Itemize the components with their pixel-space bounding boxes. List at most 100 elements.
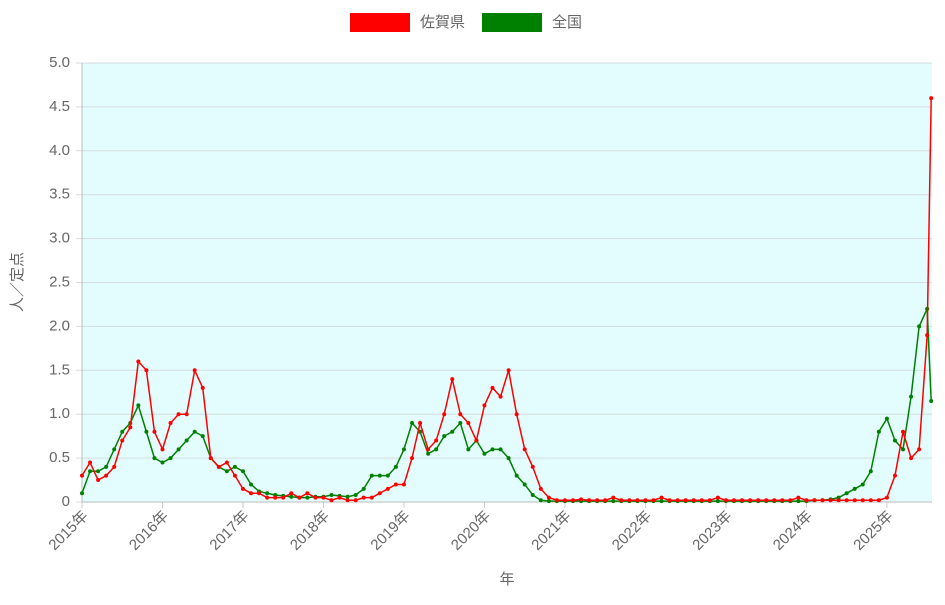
data-point (329, 498, 334, 503)
data-point (152, 429, 157, 434)
data-point (458, 412, 463, 417)
data-point (844, 498, 849, 503)
data-point (353, 492, 358, 497)
data-point (305, 491, 310, 496)
data-point (929, 399, 934, 404)
data-point (764, 498, 769, 503)
data-point (506, 368, 511, 373)
data-point (699, 498, 704, 503)
data-point (273, 495, 278, 500)
data-point (876, 429, 881, 434)
data-point (498, 447, 503, 452)
data-point (410, 456, 415, 461)
data-point (442, 434, 447, 439)
data-point (184, 438, 189, 443)
data-point (884, 416, 889, 421)
data-point (538, 498, 543, 503)
data-point (80, 491, 84, 496)
data-point (450, 377, 455, 382)
legend-swatch (482, 13, 543, 32)
data-point (514, 473, 519, 478)
data-point (104, 464, 109, 469)
data-point (546, 495, 551, 500)
data-point (442, 412, 447, 417)
data-point (208, 456, 213, 461)
data-point (562, 498, 567, 503)
y-tick-label: 0 (62, 493, 70, 510)
data-point (860, 482, 865, 487)
data-point (160, 447, 165, 452)
y-tick-label: 2.0 (49, 317, 70, 334)
data-point (281, 495, 286, 500)
data-point (595, 498, 600, 503)
data-point (715, 499, 720, 504)
data-point (128, 425, 133, 430)
data-point (546, 499, 551, 504)
data-point (458, 420, 463, 425)
data-point (635, 498, 640, 503)
data-point (691, 498, 696, 503)
x-tick-label: 2016年 (126, 508, 172, 554)
data-point (224, 460, 229, 465)
x-tick-label: 2018年 (287, 508, 333, 554)
data-point (434, 447, 439, 452)
data-point (144, 429, 149, 434)
data-point (152, 456, 157, 461)
data-point (715, 495, 720, 500)
data-point (884, 495, 889, 500)
data-point (192, 368, 197, 373)
data-point (120, 429, 125, 434)
data-point (297, 495, 302, 500)
data-point (96, 478, 101, 483)
data-point (917, 324, 922, 329)
data-point (860, 498, 865, 503)
data-point (611, 499, 616, 504)
data-point (804, 498, 809, 503)
data-point (820, 498, 825, 503)
data-point (377, 473, 382, 478)
data-point (353, 498, 358, 503)
data-point (619, 498, 624, 503)
data-point (426, 447, 431, 452)
data-point (305, 495, 310, 500)
data-point (200, 385, 205, 390)
data-point (216, 464, 221, 469)
data-point (450, 429, 455, 434)
data-point (506, 456, 511, 461)
x-tick-label: 2017年 (206, 508, 252, 554)
data-point (120, 438, 125, 443)
data-point (627, 498, 632, 503)
data-point (184, 412, 189, 417)
data-point (168, 456, 173, 461)
data-point (112, 447, 117, 452)
x-tick-label: 2023年 (689, 508, 735, 554)
data-point (780, 498, 785, 503)
data-point (603, 498, 608, 503)
data-point (571, 498, 576, 503)
data-point (337, 495, 342, 500)
data-point (345, 494, 350, 499)
data-point (876, 498, 881, 503)
data-point (377, 491, 382, 496)
data-point (538, 486, 543, 491)
data-point (401, 482, 406, 487)
x-axis-title: 年 (499, 571, 514, 588)
x-tick-label: 2020年 (448, 508, 494, 554)
data-point (748, 498, 753, 503)
data-point (240, 486, 245, 491)
data-point (313, 495, 318, 500)
data-point (901, 447, 906, 452)
data-point (909, 394, 914, 399)
data-point (329, 492, 334, 497)
data-point (249, 491, 254, 496)
data-point (901, 429, 906, 434)
data-point (88, 460, 93, 465)
data-point (80, 473, 84, 478)
data-point (240, 469, 245, 474)
x-tick-label: 2025年 (850, 508, 896, 554)
data-point (917, 447, 922, 452)
data-point (426, 451, 431, 456)
data-point (257, 491, 262, 496)
data-point (112, 464, 117, 469)
